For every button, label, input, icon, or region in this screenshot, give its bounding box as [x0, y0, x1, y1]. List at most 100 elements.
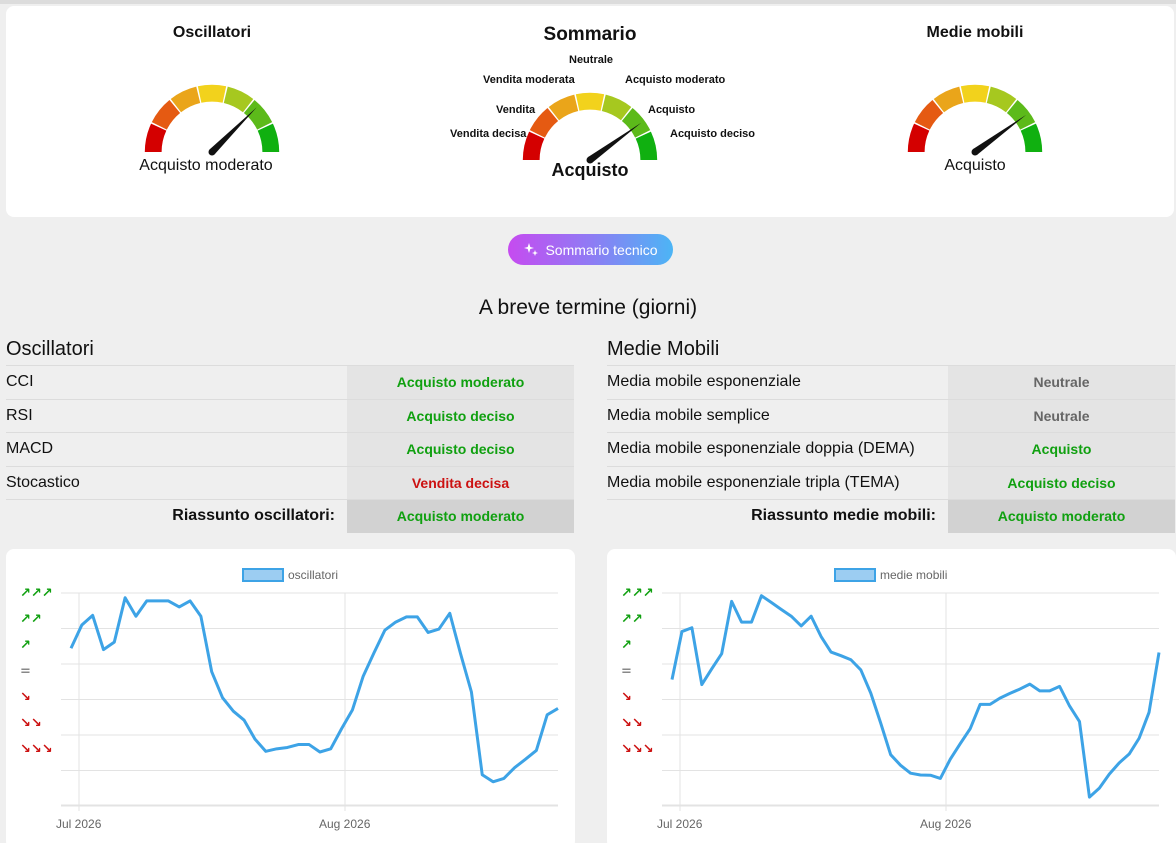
ma-line-chart: ↗↗↗↗↗↗=↘↘↘↘↘↘ — [621, 586, 1161, 811]
y-tick-label: ↘ — [621, 690, 632, 705]
y-tick-label: ↘↘↘ — [20, 742, 53, 757]
gauge-segment — [144, 123, 167, 152]
oscillators-chart-card: oscillatori ↗↗↗ ↗↗ ↗ = ↘ ↘↘ ↘↘↘ Jul 2026 Aug 2… — [6, 549, 575, 843]
indicator-name: Stocastico — [6, 473, 80, 491]
gauge-segment — [223, 86, 254, 113]
y-tick-label: ↗↗ — [20, 612, 42, 627]
indicator-name: Media mobile esponenziale tripla (TEMA) — [607, 473, 900, 491]
ma-gauge — [907, 84, 1043, 156]
indicator-signal: Acquisto moderato — [347, 366, 574, 399]
gauge-segment — [243, 99, 273, 130]
gauge-segment — [635, 131, 658, 160]
indicator-name: Media mobile esponenziale doppia (DEMA) — [607, 440, 915, 458]
indicator-signal: Neutrale — [948, 366, 1175, 399]
ma-gauge-title: Medie mobili — [926, 24, 1024, 41]
gauge-segment — [914, 99, 944, 130]
indicator-signal: Neutrale — [948, 399, 1175, 432]
ma-chart-card: medie mobili ↗↗↗ ↗↗ ↗ = ↘ ↘↘ ↘↘↘ Jul 2026 Aug … — [607, 549, 1176, 843]
indicator-name: MACD — [6, 440, 54, 458]
table-row: Stocastico Vendita decisa — [6, 465, 574, 499]
gauge-segment — [986, 86, 1017, 113]
gauge-label-sell: Vendita — [496, 104, 536, 116]
y-tick-label: = — [20, 664, 31, 679]
section-title: A breve termine (giorni) — [478, 296, 698, 319]
summary-row: Riassunto medie mobili: Acquisto moderat… — [607, 499, 1175, 533]
legend-swatch — [242, 568, 284, 582]
legend-swatch — [834, 568, 876, 582]
y-tick-label: ↘↘ — [621, 716, 643, 731]
gauge-segment — [960, 84, 990, 103]
y-tick-label: ↘↘ — [20, 716, 42, 731]
technical-summary-button[interactable]: Sommario tecnico — [508, 234, 673, 265]
gauge-segment — [529, 107, 559, 138]
indicator-name: RSI — [6, 406, 33, 424]
oscillators-summary-value: Acquisto moderato — [347, 500, 574, 533]
legend-label: medie mobili — [880, 568, 948, 582]
table-row: RSI Acquisto deciso — [6, 398, 574, 432]
gauge-hub — [208, 148, 216, 156]
summary-gauge-title: Sommario — [543, 24, 637, 45]
indicator-signal: Acquisto deciso — [347, 399, 574, 432]
indicator-name: Media mobile semplice — [607, 406, 770, 424]
y-tick-label: ↗ — [621, 638, 632, 653]
gauge-segment — [601, 94, 632, 121]
indicator-name: Media mobile esponenziale — [607, 373, 801, 391]
technical-summary-label: Sommario tecnico — [545, 241, 658, 258]
gauge-needle — [209, 107, 257, 155]
gauge-segment — [1006, 99, 1036, 130]
indicator-signal: Acquisto deciso — [948, 466, 1175, 499]
chart-legend[interactable]: medie mobili — [834, 568, 947, 582]
gauge-label-buy: Acquisto — [648, 104, 696, 116]
indicator-name: CCI — [6, 373, 34, 391]
ma-table-title: Medie Mobili — [607, 338, 720, 360]
oscillators-gauge-title: Oscillatori — [172, 24, 252, 41]
table-row: Media mobile semplice Neutrale — [607, 398, 1175, 432]
table-row: Media mobile esponenziale tripla (TEMA) … — [607, 465, 1175, 499]
summary-row: Riassunto oscillatori: Acquisto moderato — [6, 499, 574, 533]
gauge-segment — [522, 131, 545, 160]
indicator-signal: Acquisto — [948, 433, 1175, 466]
gauge-hub — [586, 156, 594, 164]
y-tick-label: ↗↗↗ — [621, 586, 654, 601]
oscillators-summary-label: Riassunto oscillatori: — [172, 507, 335, 525]
gauge-label-moderate-sell: Vendita moderata — [483, 74, 575, 86]
y-tick-label: ↘↘↘ — [621, 742, 654, 757]
summary-gauge — [522, 92, 658, 164]
y-tick-label: ↘ — [20, 690, 31, 705]
gauge-hub — [971, 148, 979, 156]
series-line — [670, 594, 1161, 799]
gauge-segment — [548, 94, 579, 121]
table-row: Media mobile esponenziale Neutrale — [607, 365, 1175, 399]
ma-gauge-value: Acquisto — [944, 157, 1006, 174]
table-row: Media mobile esponenziale doppia (DEMA) … — [607, 432, 1175, 466]
gauge-segment — [170, 86, 201, 113]
series-line — [69, 596, 559, 784]
sparkle-icon — [524, 242, 539, 256]
ma-summary-value: Acquisto moderato — [948, 500, 1175, 533]
gauge-label-strong-sell: Vendita decisa — [450, 128, 527, 140]
legend-label: oscillatori — [288, 568, 339, 582]
gauges-panel: Oscillatori Acquisto moderato Sommario A… — [6, 6, 1174, 217]
moving-averages-table: Medie Mobili Media mobile esponenziale N… — [607, 336, 1175, 533]
gauge-segment — [1020, 123, 1043, 152]
chart-legend[interactable]: oscillatori — [242, 568, 338, 582]
y-tick-label: ↗ — [20, 638, 31, 653]
oscillators-table: Oscillatori CCI Acquisto moderato RSI Ac… — [6, 336, 574, 533]
oscillators-gauge-value: Acquisto moderato — [139, 157, 273, 174]
gauge-label-neutral: Neutrale — [569, 54, 614, 66]
oscillators-table-title: Oscillatori — [6, 338, 94, 360]
y-tick-label: = — [621, 664, 632, 679]
gauge-segment — [907, 123, 930, 152]
table-row: MACD Acquisto deciso — [6, 432, 574, 466]
summary-gauge-value: Acquisto — [551, 160, 629, 180]
gauge-needle — [972, 114, 1027, 155]
oscillators-gauge — [144, 84, 280, 156]
x-tick-label: Jul 2026 — [56, 817, 102, 831]
y-tick-label: ↗↗ — [621, 612, 643, 627]
y-tick-label: ↗↗↗ — [20, 586, 53, 601]
gauge-segment — [151, 99, 181, 130]
indicator-signal: Vendita decisa — [347, 466, 574, 499]
x-tick-label: Aug 2026 — [319, 817, 371, 831]
gauge-label-moderate-buy: Acquisto moderato — [625, 74, 726, 86]
gauge-segment — [933, 86, 964, 113]
